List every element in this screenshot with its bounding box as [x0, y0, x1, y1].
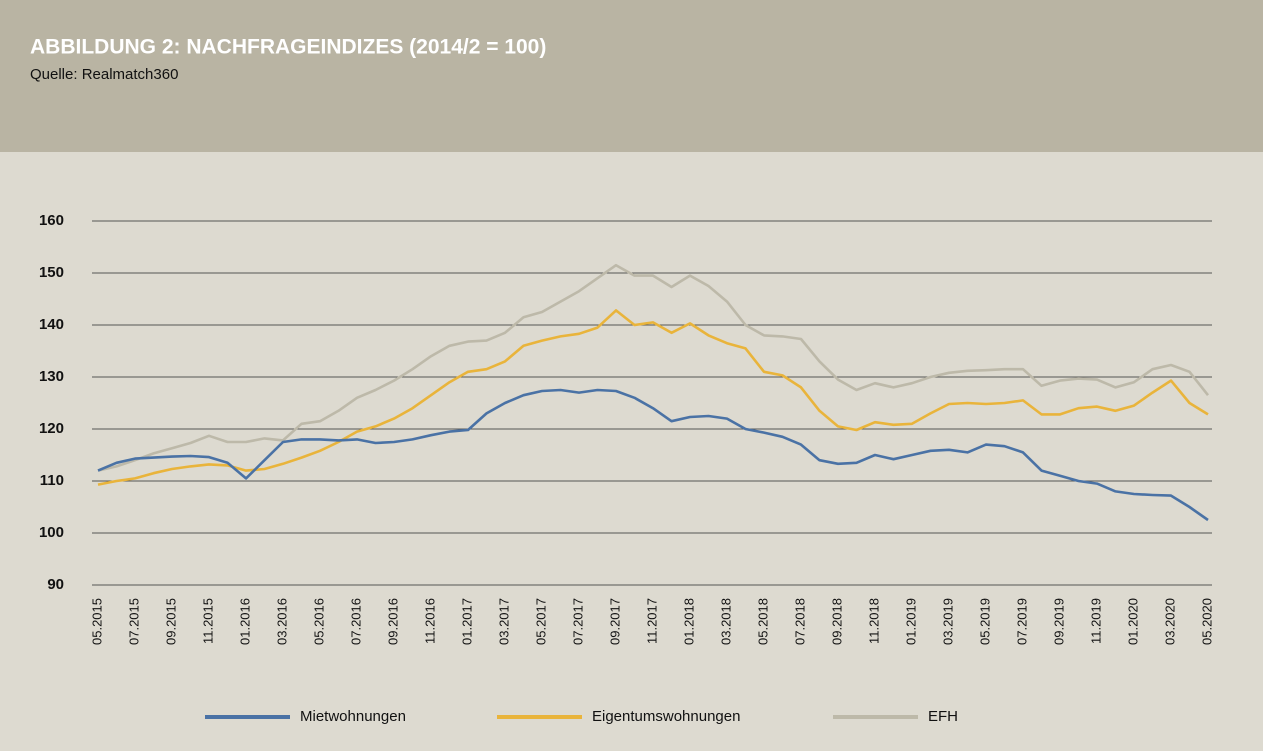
x-tick-label: 05.2020	[1199, 598, 1214, 645]
x-tick-label: 11.2019	[1088, 598, 1103, 644]
x-tick-label: 03.2019	[940, 598, 955, 645]
y-tick-label: 120	[39, 420, 64, 437]
legend-label: Eigentumswohnungen	[592, 708, 740, 725]
x-tick-label: 07.2019	[1014, 598, 1029, 645]
x-tick-label: 01.2017	[459, 598, 474, 645]
x-tick-label: 11.2017	[644, 598, 659, 644]
x-tick-label: 09.2018	[829, 598, 844, 645]
y-tick-label: 130	[39, 368, 64, 385]
y-tick-label: 140	[39, 316, 64, 333]
x-tick-label: 01.2016	[237, 598, 252, 645]
x-tick-label: 05.2018	[755, 598, 770, 645]
y-tick-label: 160	[39, 212, 64, 229]
x-tick-label: 01.2019	[903, 598, 918, 645]
chart-subtitle: Quelle: Realmatch360	[30, 66, 178, 83]
x-tick-label: 09.2015	[163, 598, 178, 645]
x-tick-label: 03.2017	[496, 598, 511, 645]
series-line	[97, 309, 1209, 486]
series-line	[97, 263, 1210, 472]
chart-title: ABBILDUNG 2: NACHFRAGEINDIZES (2014/2 = …	[30, 36, 546, 59]
legend-label: EFH	[928, 708, 958, 725]
x-tick-label: 07.2016	[348, 598, 363, 645]
y-tick-label: 90	[47, 576, 64, 593]
x-tick-label: 07.2015	[126, 598, 141, 645]
x-tick-label: 09.2016	[385, 598, 400, 645]
y-tick-label: 150	[39, 264, 64, 281]
x-tick-label: 07.2018	[792, 598, 807, 645]
x-tick-label: 05.2019	[977, 598, 992, 645]
x-tick-label: 03.2016	[274, 598, 289, 645]
chart-background	[0, 152, 1263, 751]
x-tick-label: 03.2018	[718, 598, 733, 645]
series-line	[97, 388, 1209, 522]
x-tick-label: 11.2016	[422, 598, 437, 644]
x-tick-label: 11.2015	[200, 598, 215, 644]
x-tick-label: 01.2020	[1125, 598, 1140, 645]
legend-label: Mietwohnungen	[300, 708, 406, 725]
header-band	[0, 0, 1263, 152]
y-tick-label: 110	[40, 472, 64, 489]
x-tick-label: 09.2017	[607, 598, 622, 645]
x-tick-label: 01.2018	[681, 598, 696, 645]
x-tick-label: 03.2020	[1162, 598, 1177, 645]
x-tick-label: 07.2017	[570, 598, 585, 645]
y-tick-label: 100	[39, 524, 64, 541]
x-tick-label: 05.2016	[311, 598, 326, 645]
x-tick-label: 05.2017	[533, 598, 548, 645]
x-tick-label: 05.2015	[89, 598, 104, 645]
x-tick-label: 11.2018	[866, 598, 881, 644]
x-tick-label: 09.2019	[1051, 598, 1066, 645]
